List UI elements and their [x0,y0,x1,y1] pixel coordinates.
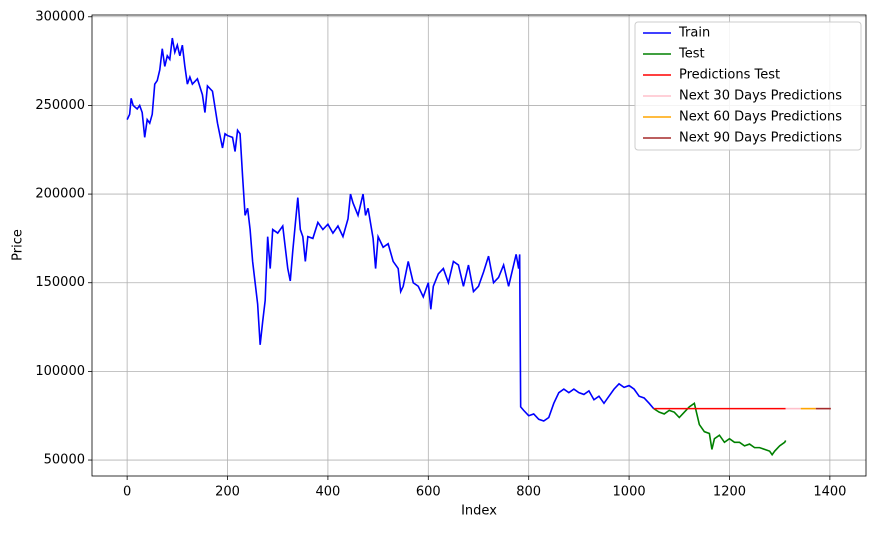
x-tick-label: 1000 [613,485,646,500]
x-tick-label: 1400 [813,485,846,500]
legend-label: Train [678,26,710,41]
legend: Train Test Predictions Test Next 30 Days Pr… [634,21,862,151]
y-tick-label: 50000 [44,453,85,468]
series-line [653,401,787,457]
series-line [126,37,655,422]
legend-label: Test [678,47,705,62]
plot-frame [91,14,867,477]
x-tick-label: 600 [416,485,441,500]
legend-label: Next 30 Days Predictions [679,89,842,104]
legend-label: Next 60 Days Predictions [679,110,842,125]
y-tick-label: 200000 [35,187,85,202]
x-tick-label: 400 [316,485,341,500]
x-tick-label: 1200 [713,485,746,500]
legend-box [634,21,862,151]
x-tick-label: 0 [123,485,131,500]
x-axis-label: Index [461,504,497,519]
y-tick-label: 100000 [35,364,85,379]
x-tick-label: 800 [516,485,541,500]
y-axis-label: Price [11,229,26,261]
legend-label: Predictions Test [679,68,780,83]
y-tick-label: 300000 [35,9,85,24]
y-tick-label: 150000 [35,275,85,290]
x-tick-label: 200 [215,485,240,500]
legend-label: Next 90 Days Predictions [679,131,842,146]
y-tick-label: 250000 [35,98,85,113]
